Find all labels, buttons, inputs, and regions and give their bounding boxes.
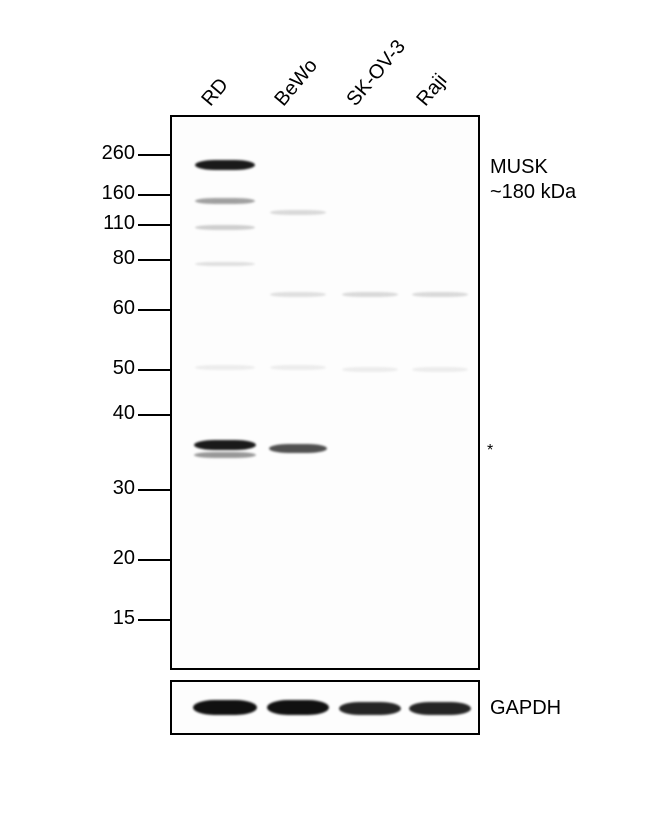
mw-marker-tick [138,154,170,156]
mw-marker-tick [138,414,170,416]
blot-band [195,225,255,230]
blot-band [342,367,398,372]
blot-band [270,210,326,215]
loading-band [193,700,257,715]
blot-band [342,292,398,297]
loading-label-gapdh: GAPDH [490,697,561,720]
mw-marker-label: 15 [75,607,135,630]
mw-marker-label: 110 [75,212,135,235]
loading-band [409,702,471,715]
lane-label: BeWo [270,55,322,111]
mw-marker-label: 60 [75,297,135,320]
lane-label: SK-OV-3 [342,36,410,111]
blot-band [270,365,326,370]
mw-marker-label: 160 [75,182,135,205]
loading-band [339,702,401,715]
musk-text-line1: MUSK [490,155,576,180]
mw-marker-tick [138,559,170,561]
mw-marker-label: 30 [75,477,135,500]
mw-marker-label: 50 [75,357,135,380]
mw-marker-tick [138,489,170,491]
mw-marker-tick [138,309,170,311]
blot-band [195,198,255,204]
mw-marker-tick [138,619,170,621]
mw-marker-label: 40 [75,402,135,425]
gapdh-text: GAPDH [490,697,561,719]
blot-band [194,452,256,458]
nonspecific-band-asterisk: * [487,442,493,460]
mw-marker-tick [138,194,170,196]
musk-text-line2: ~180 kDa [490,180,576,205]
blot-band [412,367,468,372]
lane-label: Raji [412,70,452,111]
mw-marker-label: 20 [75,547,135,570]
mw-marker-label: 80 [75,247,135,270]
blot-band [412,292,468,297]
target-label-musk: MUSK ~180 kDa [490,155,576,205]
mw-marker-tick [138,259,170,261]
mw-marker-tick [138,369,170,371]
blot-band [195,160,255,170]
blot-band [270,292,326,297]
loading-band [267,700,329,715]
lane-label: RD [197,74,233,111]
blot-band [194,440,256,450]
asterisk-char: * [487,442,493,459]
blot-band [195,365,255,370]
mw-marker-label: 260 [75,142,135,165]
blot-band [195,262,255,266]
blot-band [269,444,327,453]
western-blot-figure: 260 160 110 80 60 50 40 30 20 15 RD BeWo SK-OV-3Raj… [0,0,650,824]
mw-marker-tick [138,224,170,226]
